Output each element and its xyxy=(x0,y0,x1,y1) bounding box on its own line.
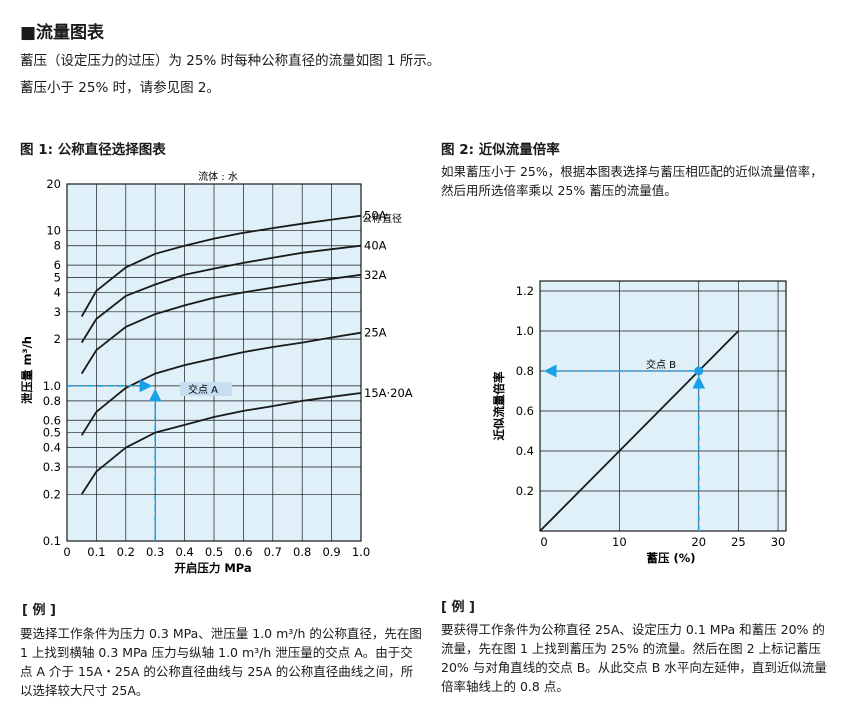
fig1-point-label-bg xyxy=(180,382,232,396)
fig2-x-tick: 0 xyxy=(540,535,547,549)
fig1-series-labels: 50A 40A 32A 25A 15A·20A xyxy=(364,209,413,400)
fig2-x-ticks: 0 10 20 25 30 xyxy=(540,535,785,549)
fig1-x-tick: 0.7 xyxy=(264,545,282,559)
fig1-x-tick: 0.5 xyxy=(205,545,223,559)
fig1-y-tick: 0.2 xyxy=(43,487,61,501)
fig1-series-label: 50A xyxy=(364,209,387,223)
example1-body: 要选择工作条件为压力 0.3 MPa、泄压量 1.0 m³/h 的公称直径，先在… xyxy=(20,626,422,698)
fig1-fluid-label: 流体 : 水 xyxy=(198,170,238,183)
fig1-y-tick: 1.0 xyxy=(43,379,61,393)
fig1-x-tick: 0.4 xyxy=(175,545,193,559)
fig1-y-tick: 8 xyxy=(54,239,61,253)
fig1-x-tick: 0 xyxy=(63,545,70,559)
fig1-y-tick: 0.1 xyxy=(43,534,61,548)
fig1-series-label: 40A xyxy=(364,239,387,253)
fig1-y-tick: 10 xyxy=(46,224,61,238)
fig1-y-tick: 20 xyxy=(46,177,61,191)
fig1-y-tick: 5 xyxy=(54,270,61,284)
fig1-y-tick: 0.5 xyxy=(43,426,61,440)
fig1-series-line xyxy=(80,273,362,375)
fig1-series-line xyxy=(80,392,362,495)
fig1-x-tick: 0.2 xyxy=(117,545,135,559)
fig2-chart: 0.2 0.4 0.6 0.8 1.0 1.2 0 10 20 25 30 交点 B 近似流量倍率… xyxy=(492,280,787,565)
fig2-x-tick: 20 xyxy=(691,535,706,549)
fig1-y-tick: 3 xyxy=(54,305,61,319)
fig1-point-label: 交点 A xyxy=(188,383,218,396)
fig2-point-b xyxy=(694,366,704,376)
fig1-y-label: 泄压量 m³/h xyxy=(20,336,34,404)
fig1-x-tick: 0.8 xyxy=(293,545,311,559)
fig1-y-tick: 2 xyxy=(54,332,61,346)
fig1-guides xyxy=(67,379,162,541)
fig1-y-tick: 4 xyxy=(54,285,61,299)
fig2-x-tick: 25 xyxy=(731,535,746,549)
fig1-series-label: 15A·20A xyxy=(364,386,413,400)
fig1-series-label: 25A xyxy=(364,326,387,340)
fig2-title: 图 2: 近似流量倍率 xyxy=(441,142,560,158)
fig2-diagonal-line xyxy=(539,330,740,532)
example1-title: [ 例 ] xyxy=(22,603,56,618)
fig1-y-tick: 0.3 xyxy=(43,460,61,474)
fig1-title: 图 1: 公称直径选择图表 xyxy=(20,142,166,158)
fig1-x-label: 开启压力 MPa xyxy=(174,561,251,575)
fig2-y-tick: 0.4 xyxy=(516,444,534,458)
fig1-x-tick: 0.9 xyxy=(322,545,340,559)
fig1-series-label: 32A xyxy=(364,268,387,282)
intro-line-1: 蓄压（设定压力的过压）为 25% 时每种公称直径的流量如图 1 所示。 xyxy=(20,53,441,69)
fig1-y-tick: 0.8 xyxy=(43,394,61,408)
fig2-curve xyxy=(539,330,740,532)
fig2-y-tick: 1.2 xyxy=(516,284,534,298)
fig1-y-tick: 0.6 xyxy=(43,413,61,427)
fig1-x-tick: 0.1 xyxy=(87,545,105,559)
fig1-curves xyxy=(80,214,362,495)
fig2-point-label: 交点 B xyxy=(646,358,676,371)
fig1-nominal-label: 公称直径 xyxy=(362,212,402,225)
fig1-series-line xyxy=(80,331,362,436)
fig1-x-tick: 1.0 xyxy=(352,545,370,559)
fig2-x-label: 蓄压 (%) xyxy=(646,551,695,565)
section-title: ■流量图表 xyxy=(20,23,105,43)
fig1-series-line xyxy=(80,214,362,317)
fig2-y-tick: 0.2 xyxy=(516,484,534,498)
fig1-series-line xyxy=(80,244,362,344)
example2-title: [ 例 ] xyxy=(441,600,475,615)
fig2-y-tick: 0.6 xyxy=(516,404,534,418)
fig2-y-tick: 0.8 xyxy=(516,364,534,378)
fig1-y-ticks: 0.1 0.2 0.3 0.40.50.6 0.81.0 2 3 456 810 20 xyxy=(43,177,61,548)
example2-body: 要获得工作条件为公称直径 25A、设定压力 0.1 MPa 和蓄压 20% 的流… xyxy=(441,622,827,694)
intro-line-2: 蓄压小于 25% 时，请参见图 2。 xyxy=(20,80,220,96)
fig1-y-tick: 0.4 xyxy=(43,441,61,455)
fig2-guides xyxy=(543,364,706,531)
fig1-x-ticks: 0 0.1 0.2 0.3 0.4 0.5 0.6 0.7 0.8 0.9 1.0 xyxy=(63,545,370,559)
fig1-x-tick: 0.6 xyxy=(234,545,252,559)
fig2-note: 如果蓄压小于 25%，根据本图表选择与蓄压相匹配的近似流量倍率，然后用所选倍率乘… xyxy=(441,164,823,198)
fig2-y-ticks: 0.2 0.4 0.6 0.8 1.0 1.2 xyxy=(516,284,534,498)
fig1-x-tick: 0.3 xyxy=(146,545,164,559)
fig1-y-tick: 6 xyxy=(54,258,61,272)
fig2-y-tick: 1.0 xyxy=(516,324,534,338)
fig2-x-tick: 30 xyxy=(771,535,786,549)
fig2-y-label: 近似流量倍率 xyxy=(492,371,506,440)
fig2-x-tick: 10 xyxy=(612,535,627,549)
